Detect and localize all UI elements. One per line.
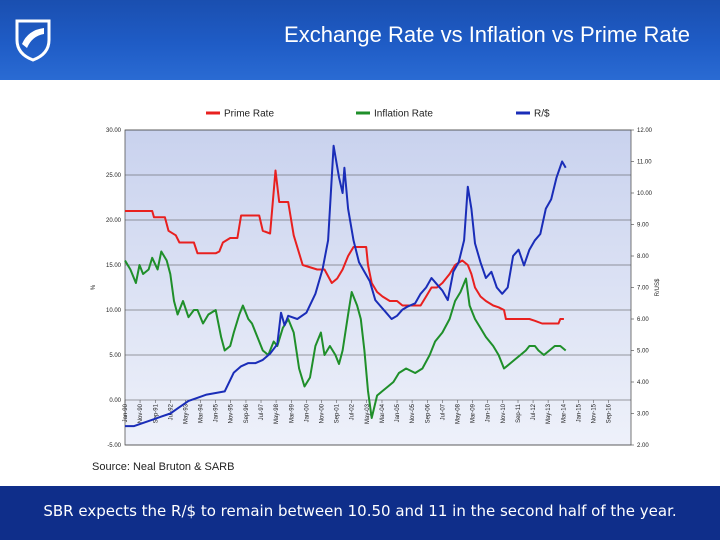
x-tick-label: Jan-00	[304, 403, 310, 422]
y-left-tick-label: 15.00	[106, 263, 122, 269]
legend-label: Prime Rate	[224, 109, 274, 120]
x-tick-label: May-93	[183, 403, 189, 424]
y-left-tick-label: 5.00	[109, 353, 121, 359]
x-tick-label: Jul-02	[350, 403, 356, 420]
y-right-axis-title: R/US$	[655, 278, 661, 296]
x-tick-label: Nov-95	[229, 403, 235, 423]
x-tick-label: Jul-97	[259, 403, 265, 420]
x-tick-label: Sep-96	[244, 403, 250, 423]
x-tick-label: Sep-16	[607, 403, 613, 423]
x-tick-label: Jan-15	[576, 403, 582, 422]
y-right-tick-label: 12.00	[637, 128, 653, 134]
y-left-tick-label: 0.00	[109, 398, 121, 404]
x-tick-label: May-13	[546, 403, 552, 424]
series-line-inflation-rate	[124, 250, 567, 419]
x-tick-label: May-08	[455, 403, 461, 424]
x-tick-label: Mar-99	[289, 403, 295, 423]
x-tick-label: May-03	[365, 403, 371, 424]
x-tick-label: Nov-90	[138, 403, 144, 423]
x-tick-label: May-98	[274, 403, 280, 424]
x-tick-label: Mar-14	[561, 403, 567, 423]
page-title: Exchange Rate vs Inflation vs Prime Rate	[284, 22, 690, 47]
x-tick-label: Nov-05	[410, 403, 416, 423]
y-left-tick-label: -5.00	[107, 443, 121, 449]
y-right-tick-label: 7.00	[637, 286, 649, 292]
y-right-tick-label: 2.00	[637, 443, 649, 449]
y-right-tick-label: 11.00	[637, 160, 652, 166]
x-tick-label: Jan-95	[214, 403, 220, 422]
x-tick-label: Sep-91	[153, 403, 159, 423]
y-left-axis-title: %	[91, 284, 97, 290]
series-line-r	[125, 144, 567, 428]
y-right-tick-label: 8.00	[637, 254, 649, 260]
y-left-tick-label: 30.00	[106, 128, 122, 134]
y-right-tick-label: 3.00	[637, 412, 649, 418]
chart-container: 30.00 25.00 20.00 15.00 10.00 5.00 0.00 -5.00 12…	[84, 98, 664, 460]
x-tick-label: Mar-04	[380, 403, 386, 423]
x-tick-label: Jan-90	[123, 403, 129, 422]
x-tick-label: Jan-10	[486, 403, 492, 422]
x-tick-label: Nov-15	[591, 403, 597, 423]
x-tick-label: Mar-94	[199, 403, 205, 423]
legend-label: Inflation Rate	[374, 109, 433, 120]
footer-caption: SBR expects the R/$ to remain between 10…	[43, 502, 677, 520]
legend-label: R/$	[534, 109, 550, 120]
source-note: Source: Neal Bruton & SARB	[92, 461, 235, 473]
y-right-tick-label: 6.00	[637, 317, 649, 323]
x-tick-label: Nov-00	[319, 403, 325, 423]
plot-area	[124, 129, 632, 446]
y-right-tick-label: 10.00	[637, 191, 653, 197]
y-right-tick-label: 4.00	[637, 380, 649, 386]
y-left-tick-label: 10.00	[106, 308, 122, 314]
y-left-tick-label: 20.00	[106, 218, 122, 224]
x-tick-label: Jul-07	[440, 403, 446, 420]
chart-svg: 30.00 25.00 20.00 15.00 10.00 5.00 0.00 -5.00 12…	[91, 109, 661, 450]
y-right-tick-label: 9.00	[637, 223, 649, 229]
series-line-prime-rate	[125, 169, 564, 325]
y-right-tick-label: 5.00	[637, 349, 649, 355]
x-tick-label: Sep-11	[516, 403, 522, 423]
y-left-tick-label: 25.00	[106, 173, 122, 179]
x-tick-label: Jan-05	[395, 403, 401, 422]
x-tick-label: Jul-12	[531, 403, 537, 420]
x-tick-label: Nov-10	[501, 403, 507, 423]
shield-logo-icon	[15, 19, 51, 62]
header-banner: Exchange Rate vs Inflation vs Prime Rate	[0, 0, 720, 80]
x-tick-label: Sep-01	[335, 403, 341, 423]
x-tick-label: Mar-09	[471, 403, 477, 423]
x-tick-label: Sep-06	[425, 403, 431, 423]
footer-banner: SBR expects the R/$ to remain between 10…	[0, 486, 720, 540]
